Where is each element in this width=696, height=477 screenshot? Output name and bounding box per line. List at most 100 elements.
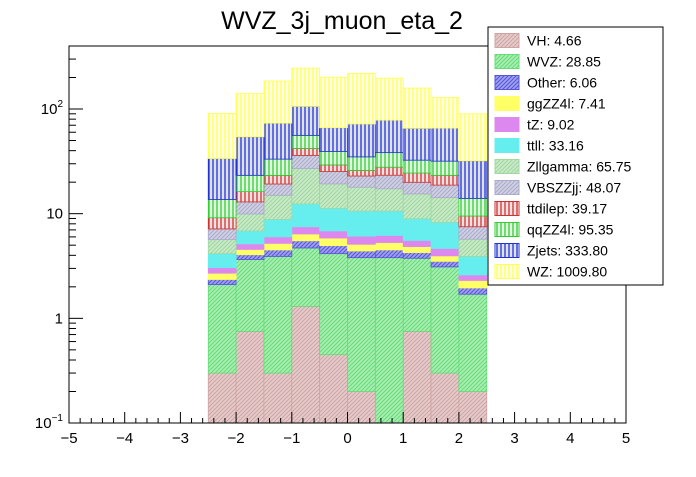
- legend-swatch: [494, 201, 520, 216]
- y-axis: 10−1 1 10 102: [35, 45, 83, 432]
- bar-segment: [291, 240, 321, 249]
- series-7: [207, 155, 488, 241]
- bar-segment: [347, 123, 376, 158]
- bar-segment: [430, 260, 460, 268]
- bar-segment: [374, 257, 404, 424]
- legend-label: Zllgamma: 65.75: [527, 159, 631, 175]
- bar-segment: [458, 113, 488, 162]
- bar-segment: [374, 152, 404, 168]
- bar-segment: [430, 184, 460, 198]
- bar-segment: [458, 287, 488, 295]
- bar-segment: [263, 372, 293, 424]
- bar-segment: [347, 186, 376, 212]
- bar-segment: [291, 67, 321, 107]
- series-1: [207, 247, 488, 424]
- legend-label: VBSZZjj: 48.07: [527, 180, 621, 196]
- bar-segment: [458, 197, 488, 217]
- bar-segment: [319, 207, 348, 232]
- bar-segment: [291, 148, 321, 156]
- bar-segment: [402, 246, 432, 253]
- series-6: [207, 168, 488, 257]
- bar-segment: [347, 257, 376, 392]
- bar-segment: [263, 236, 293, 244]
- bar-segment: [207, 113, 237, 159]
- bar-segment: [319, 253, 348, 356]
- legend-label: tZ: 9.02: [527, 117, 575, 133]
- bar-segment: [319, 354, 348, 424]
- legend-label: ttll: 33.16: [527, 138, 584, 154]
- legend-box: [487, 26, 664, 286]
- bar-segment: [291, 134, 321, 149]
- bar-segment: [235, 213, 265, 232]
- x-tick-label: −1: [283, 430, 300, 447]
- bar-segment: [458, 215, 488, 228]
- bar-segment: [402, 331, 432, 424]
- x-tick-label: 4: [566, 430, 574, 447]
- bar-segment: [235, 201, 265, 215]
- bar-segment: [402, 193, 432, 220]
- series-0: [207, 306, 488, 424]
- bar-segment: [207, 217, 237, 230]
- bar-segment: [235, 254, 265, 260]
- x-tick-label: −2: [228, 430, 245, 447]
- bar-segment: [235, 249, 265, 256]
- y-tick-label: 102: [41, 99, 64, 118]
- bar-segment: [263, 194, 293, 220]
- x-tick-label: 3: [510, 430, 518, 447]
- bar-segment: [430, 222, 460, 249]
- bar-segment: [402, 127, 432, 161]
- bar-segment: [291, 306, 321, 424]
- legend-label: qqZZ4l: 95.35: [527, 222, 614, 238]
- bar-segment: [402, 218, 432, 241]
- bar-segment: [347, 250, 376, 259]
- bar-segment: [263, 219, 293, 238]
- bar-segment: [235, 259, 265, 332]
- bar-segment: [402, 172, 432, 183]
- x-tick-label: −3: [172, 430, 189, 447]
- legend-swatch: [494, 54, 520, 69]
- bar-segment: [430, 197, 460, 223]
- bar-segment: [319, 164, 348, 172]
- bar-segment: [319, 237, 348, 247]
- bar-segment: [430, 255, 460, 262]
- bar-segment: [235, 191, 265, 203]
- bar-segment: [235, 174, 265, 193]
- bar-segment: [207, 272, 237, 280]
- bar-segment: [430, 97, 460, 129]
- bar-segment: [291, 105, 321, 136]
- bar-segment: [291, 233, 321, 242]
- bar-segment: [347, 156, 376, 171]
- bar-segment: [207, 199, 237, 219]
- bar-segment: [402, 252, 432, 259]
- series-8: [207, 148, 488, 230]
- legend-swatch: [494, 96, 520, 111]
- bar-segment: [347, 170, 376, 177]
- bar-segment: [207, 279, 237, 286]
- bar-segment: [458, 280, 488, 289]
- bar-segment: [291, 168, 321, 205]
- bar-segment: [458, 238, 488, 257]
- bar-segment: [458, 256, 488, 276]
- legend-label: ttdilep: 39.17: [527, 201, 607, 217]
- bar-segment: [235, 136, 265, 176]
- x-tick-label: 2: [455, 430, 463, 447]
- bar-segment: [207, 158, 237, 200]
- bar-segment: [207, 372, 237, 424]
- x-tick-label: −4: [116, 430, 133, 447]
- legend-label: Other: 6.06: [527, 75, 597, 91]
- bar-segment: [458, 391, 488, 424]
- legend-label: ggZZ4l: 7.41: [527, 96, 606, 112]
- bar-segment: [235, 230, 265, 245]
- bar-segment: [319, 245, 348, 255]
- bar-segment: [458, 226, 488, 240]
- bar-segment: [263, 242, 293, 251]
- bar-segment: [319, 151, 348, 166]
- y-tick-label: 10−1: [35, 413, 64, 432]
- bar-segment: [263, 158, 293, 176]
- bar-segment: [263, 256, 293, 374]
- bar-segment: [263, 249, 293, 257]
- y-tick-label: 10: [46, 206, 63, 223]
- bar-segment: [402, 87, 432, 129]
